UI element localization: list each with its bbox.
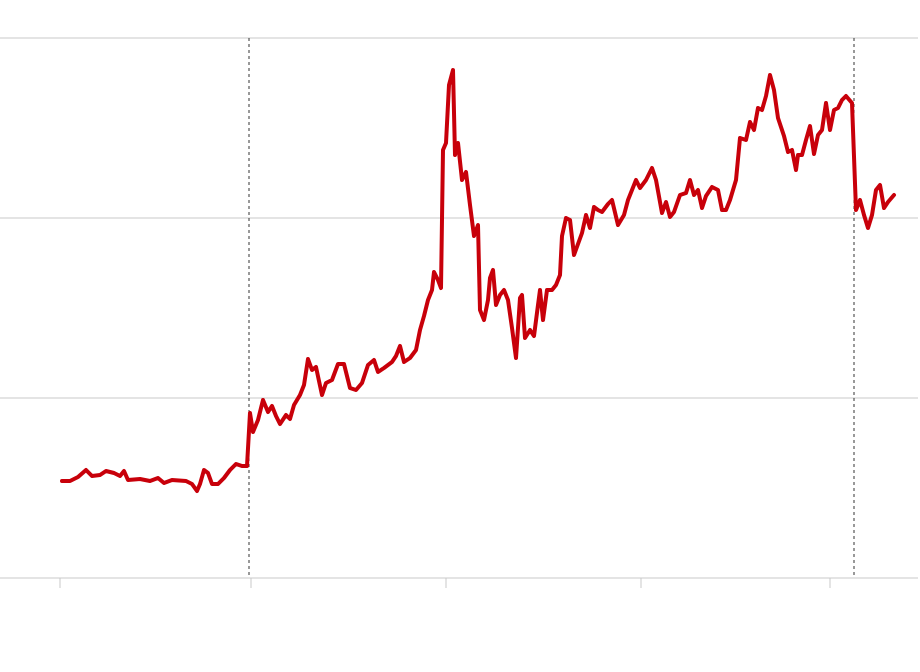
- data-line: [60, 68, 896, 493]
